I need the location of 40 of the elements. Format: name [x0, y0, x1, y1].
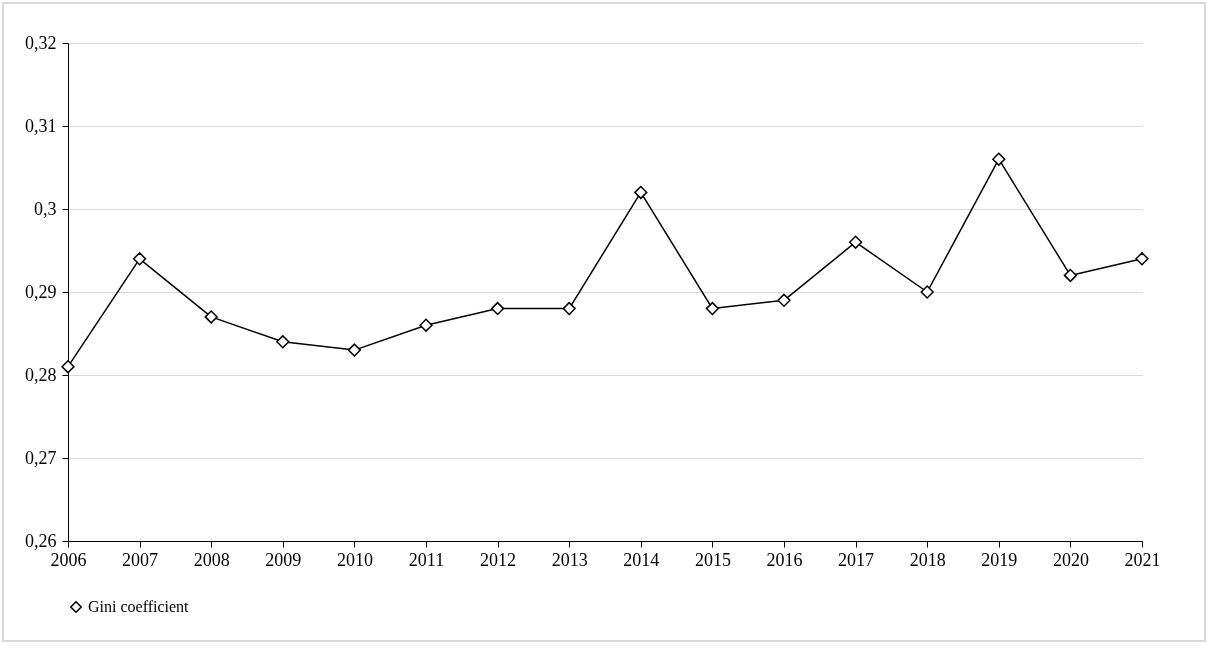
legend-label: Gini coefficient [88, 598, 190, 615]
point [204, 310, 218, 324]
point [61, 360, 75, 374]
x-tick-label: 2007 [122, 549, 159, 570]
x-tick-label: 2014 [623, 549, 660, 570]
y-tick-label: 0,28 [25, 364, 57, 385]
x-tick-label: 2015 [694, 549, 731, 570]
x-tick-label: 2010 [336, 549, 373, 570]
y-tick-label: 0,27 [25, 447, 57, 468]
y-tick-label: 0,31 [25, 115, 57, 136]
point [777, 293, 791, 307]
point [1063, 268, 1078, 283]
y-tick-label: 0,26 [25, 530, 57, 551]
x-tick-label: 2018 [909, 549, 946, 570]
x-tick-label: 2017 [838, 549, 875, 570]
point [562, 301, 576, 316]
point [490, 301, 505, 316]
point [634, 185, 648, 200]
x-tick-label: 2006 [50, 549, 87, 570]
point [347, 343, 362, 357]
x-tick-label: 2016 [766, 549, 803, 570]
point [276, 335, 290, 349]
point [920, 285, 934, 299]
point [848, 235, 863, 249]
x-tick-label: 2019 [981, 549, 1018, 570]
point [1135, 252, 1149, 266]
x-tick-label: 2020 [1052, 549, 1089, 570]
x-tick-label: 2009 [265, 549, 302, 570]
x-tick-label: 2008 [193, 549, 230, 570]
point [132, 252, 147, 266]
y-tick-label: 0,29 [25, 281, 57, 302]
y-tick-label: 0,32 [25, 32, 57, 53]
point [705, 301, 720, 316]
x-tick-label: 2013 [551, 549, 588, 570]
point [419, 318, 433, 332]
y-tick-label: 0,3 [34, 198, 57, 219]
x-tick-label: 2012 [480, 549, 517, 570]
x-tick-label: 2011 [408, 549, 445, 570]
point [992, 152, 1006, 166]
x-tick-label: 2021 [1124, 549, 1161, 570]
